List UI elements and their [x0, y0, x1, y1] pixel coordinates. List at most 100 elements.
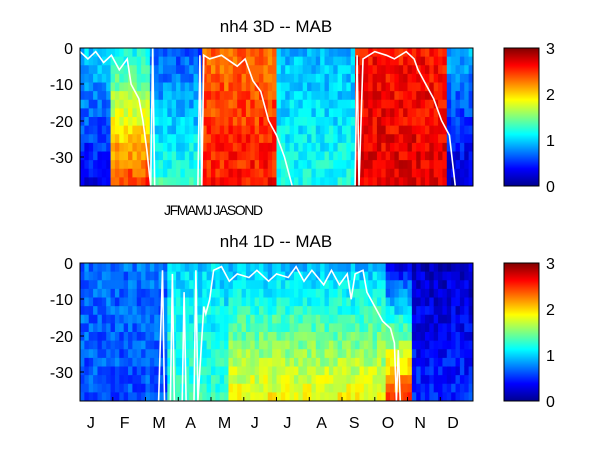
top-heatmap-cell — [464, 65, 470, 75]
top-heatmap-cell — [311, 142, 317, 153]
top-heatmap-cell — [311, 65, 317, 75]
bottom-heatmap-cell — [114, 288, 120, 299]
top-heatmap-cell — [464, 134, 470, 144]
bottom-heatmap-cell — [219, 280, 225, 290]
top-heatmap-cell — [119, 73, 125, 84]
top-heatmap-cell — [359, 125, 365, 135]
bottom-heatmap-cell — [232, 323, 238, 333]
top-heatmap-cell — [293, 82, 299, 92]
bottom-heatmap-cell — [132, 340, 138, 350]
top-heatmap-cell — [84, 65, 90, 75]
bottom-heatmap-cell — [167, 332, 173, 342]
bottom-heatmap-cell — [468, 375, 473, 385]
bottom-heatmap-cell — [381, 314, 387, 324]
bottom-heatmap-cell — [219, 349, 225, 359]
top-heatmap-cell — [416, 168, 422, 178]
top-heatmap-cell — [259, 73, 264, 84]
bottom-heatmap-cell — [455, 323, 461, 333]
top-heatmap-cell — [429, 151, 435, 161]
top-heatmap-cell — [228, 177, 234, 186]
bottom-heatmap-cell — [368, 288, 374, 299]
top-heatmap-cell — [202, 48, 208, 58]
panel-bottom-title: nh4 1D -- MAB — [220, 232, 332, 251]
top-heatmap-cell — [376, 177, 382, 186]
bottom-heatmap-cell — [254, 366, 260, 376]
top-heatmap-cell — [337, 134, 343, 144]
top-heatmap-cell — [154, 108, 160, 118]
top-heatmap-cell — [381, 168, 387, 178]
top-heatmap-cell — [245, 48, 251, 58]
bottom-heatmap-cell — [328, 357, 334, 368]
bottom-heatmap-cell — [211, 280, 216, 290]
top-heatmap-cell — [101, 65, 107, 75]
bottom-heatmap-cell — [359, 271, 365, 281]
bottom-heatmap-cell — [429, 288, 435, 299]
top-heatmap-cell — [211, 56, 216, 66]
bottom-heatmap-cell — [293, 383, 299, 393]
bottom-heatmap-cell — [123, 375, 129, 385]
top-heatmap-cell — [302, 177, 308, 186]
top-heatmap-cell — [324, 56, 330, 66]
top-heatmap-cell — [128, 142, 133, 153]
top-heatmap-cell — [359, 142, 365, 153]
bottom-heatmap-cell — [114, 297, 120, 307]
top-heatmap-cell — [350, 56, 356, 66]
top-heatmap-cell — [346, 142, 352, 153]
bottom-colorbar-ticks: 3 2 1 0 — [546, 256, 555, 411]
top-heatmap-cell — [193, 117, 199, 127]
top-heatmap-cell — [128, 125, 133, 135]
top-heatmap-cell — [237, 117, 243, 127]
bottom-heatmap-cell — [381, 323, 387, 333]
bottom-heatmap-cell — [114, 366, 120, 376]
top-heatmap-cell — [206, 142, 212, 153]
bottom-heatmap-cell — [337, 375, 343, 385]
top-heatmap-cell — [451, 48, 457, 58]
bottom-heatmap-cell — [167, 357, 173, 368]
top-heatmap-cell — [468, 65, 473, 75]
bottom-heatmap-cell — [328, 263, 334, 273]
bottom-heatmap-cell — [276, 323, 282, 333]
bottom-heatmap-cell — [420, 366, 426, 376]
bottom-heatmap-cell — [224, 340, 230, 350]
top-heatmap-cell — [128, 117, 133, 127]
bottom-heatmap-cell — [429, 349, 435, 359]
bottom-heatmap-cell — [315, 357, 321, 368]
top-heatmap-cell — [451, 142, 457, 153]
top-heatmap-cell — [398, 177, 404, 186]
bottom-heatmap-cell — [411, 306, 417, 316]
top-heatmap-cell — [455, 168, 461, 178]
bottom-heatmap-cell — [132, 392, 138, 401]
bottom-heatmap-cell — [128, 392, 133, 401]
top-heatmap-cell — [141, 142, 147, 153]
top-heatmap-cell — [438, 82, 444, 92]
bottom-heatmap-cell — [272, 263, 278, 273]
top-heatmap-cell — [398, 168, 404, 178]
top-heatmap-cell — [350, 134, 356, 144]
top-heatmap-cell — [259, 168, 264, 178]
top-heatmap-cell — [442, 99, 448, 109]
top-heatmap-cell — [162, 177, 168, 186]
top-heatmap-cell — [88, 125, 94, 135]
top-heatmap-cell — [398, 142, 404, 153]
top-heatmap-cell — [320, 56, 326, 66]
top-heatmap-cell — [110, 56, 116, 66]
bottom-heatmap-cell — [451, 383, 457, 393]
top-heatmap-cell — [407, 142, 413, 153]
top-heatmap-cell — [298, 108, 304, 118]
top-heatmap-cell — [403, 117, 409, 127]
bottom-heatmap-cell — [320, 306, 326, 316]
bottom-heatmap-cell — [224, 288, 230, 299]
bottom-heatmap-cell — [390, 280, 395, 290]
top-heatmap-cell — [158, 65, 164, 75]
top-heatmap-cell — [320, 134, 326, 144]
bottom-heatmap-cell — [385, 392, 391, 401]
top-heatmap-cell — [193, 134, 199, 144]
bottom-heatmap-cell — [280, 349, 286, 359]
bottom-heatmap-cell — [455, 271, 461, 281]
top-heatmap-cell — [97, 48, 103, 58]
bottom-heatmap-cell — [455, 357, 461, 368]
top-heatmap-cell — [446, 117, 452, 127]
top-heatmap-cell — [158, 73, 164, 84]
top-heatmap-cell — [411, 108, 417, 118]
top-heatmap-cell — [307, 82, 313, 92]
